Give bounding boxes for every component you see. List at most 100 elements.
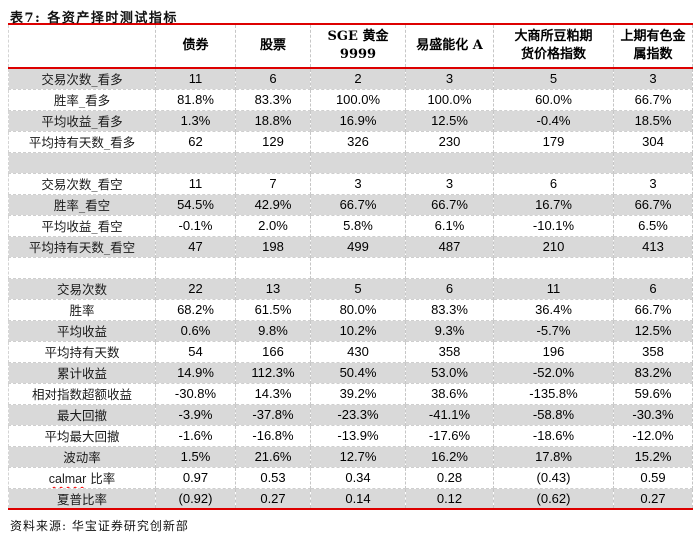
cell-value: 15.2%: [613, 446, 693, 468]
cell-value: 100.0%: [310, 89, 406, 111]
cell-value: 5: [310, 278, 406, 300]
row-label: 平均持有天数: [8, 341, 156, 363]
cell-value: -135.8%: [493, 383, 614, 405]
column-header-line: 上期有色金: [620, 29, 686, 44]
cell-value: 83.2%: [613, 362, 693, 384]
cell-value: 14.9%: [155, 362, 236, 384]
cell-value: 17.8%: [493, 446, 614, 468]
cell-value: 6: [493, 173, 614, 195]
cell-value: 6: [405, 278, 494, 300]
row-label: 相对指数超额收益: [8, 383, 156, 405]
cell-value: -52.0%: [493, 362, 614, 384]
column-header: 大商所豆粕期 货价格指数: [493, 24, 614, 68]
table-row: 胜率_看多 81.8% 83.3% 100.0% 100.0% 60.0% 66.7%: [8, 89, 693, 111]
cell-value: [235, 152, 311, 174]
cell-value: -30.8%: [155, 383, 236, 405]
table-row: 波动率 1.5% 21.6% 12.7% 16.2% 17.8% 15.2%: [8, 446, 693, 468]
row-label: 平均持有天数_看多: [8, 131, 156, 153]
cell-value: [613, 152, 693, 174]
table-row: calmar 比率 0.97 0.53 0.34 0.28 (0.43) 0.59: [8, 467, 693, 489]
cell-value: 36.4%: [493, 299, 614, 321]
cell-value: 100.0%: [405, 89, 494, 111]
cell-value: 42.9%: [235, 194, 311, 216]
cell-value: 9.3%: [405, 320, 494, 342]
cell-value: 358: [405, 341, 494, 363]
cell-value: 83.3%: [235, 89, 311, 111]
column-header-line: 大商所豆粕期: [514, 29, 593, 44]
cell-value: 12.5%: [405, 110, 494, 132]
table-row: 平均持有天数_看空 47 198 499 487 210 413: [8, 236, 693, 258]
row-label: [8, 152, 156, 174]
cell-value: 16.9%: [310, 110, 406, 132]
cell-value: -18.6%: [493, 425, 614, 447]
column-header-line: SGE 黄金: [327, 29, 389, 44]
cell-value: 21.6%: [235, 446, 311, 468]
cell-value: 22: [155, 278, 236, 300]
cell-value: 80.0%: [310, 299, 406, 321]
column-header-line: 货价格指数: [520, 47, 586, 62]
cell-value: 39.2%: [310, 383, 406, 405]
cell-value: 16.7%: [493, 194, 614, 216]
cell-value: 16.2%: [405, 446, 494, 468]
source-note: 资料来源: 华宝证券研究创新部: [10, 519, 189, 533]
cell-value: -41.1%: [405, 404, 494, 426]
cell-value: 13: [235, 278, 311, 300]
table-title: 表7: 各资产择时测试指标: [10, 11, 178, 26]
cell-value: 0.97: [155, 467, 236, 489]
cell-value: 0.14: [310, 488, 406, 509]
table-row: 平均最大回撤 -1.6% -16.8% -13.9% -17.6% -18.6% -12.0…: [8, 425, 693, 447]
cell-value: 413: [613, 236, 693, 258]
cell-value: 62: [155, 131, 236, 153]
cell-value: 210: [493, 236, 614, 258]
cell-value: -10.1%: [493, 215, 614, 237]
table-row: 交易次数_看空 11 7 3 3 6 3: [8, 173, 693, 195]
row-label: 波动率: [8, 446, 156, 468]
cell-value: 0.28: [405, 467, 494, 489]
cell-value: -0.4%: [493, 110, 614, 132]
cell-value: 304: [613, 131, 693, 153]
column-header: 上期有色金 属指数: [613, 24, 693, 68]
cell-value: 53.0%: [405, 362, 494, 384]
row-label: 胜率_看多: [8, 89, 156, 111]
cell-value: 0.34: [310, 467, 406, 489]
cell-value: 196: [493, 341, 614, 363]
cell-value: 54: [155, 341, 236, 363]
column-header-line: 属指数: [633, 47, 673, 62]
cell-value: 12.7%: [310, 446, 406, 468]
table-row: 相对指数超额收益 -30.8% 14.3% 39.2% 38.6% -135.8% 59.6…: [8, 383, 693, 405]
table-row: 夏普比率 (0.92) 0.27 0.14 0.12 (0.62) 0.27: [8, 488, 693, 509]
table-row: 平均持有天数_看多 62 129 326 230 179 304: [8, 131, 693, 153]
cell-value: 1.5%: [155, 446, 236, 468]
cell-value: 129: [235, 131, 311, 153]
cell-value: [493, 257, 614, 279]
spacer-row: [8, 257, 693, 279]
cell-value: 166: [235, 341, 311, 363]
cell-value: 0.59: [613, 467, 693, 489]
cell-value: -16.8%: [235, 425, 311, 447]
cell-value: -23.3%: [310, 404, 406, 426]
cell-value: [155, 152, 236, 174]
table-row: 平均收益_看多 1.3% 18.8% 16.9% 12.5% -0.4% 18.5%: [8, 110, 693, 132]
cell-value: 66.7%: [613, 194, 693, 216]
cell-value: 2.0%: [235, 215, 311, 237]
cell-value: 11: [493, 278, 614, 300]
cell-value: 47: [155, 236, 236, 258]
cell-value: 179: [493, 131, 614, 153]
column-header-line: 股票: [259, 38, 286, 53]
cell-value: 66.7%: [613, 89, 693, 111]
cell-value: [493, 152, 614, 174]
cell-value: 3: [310, 173, 406, 195]
row-label: calmar 比率: [8, 467, 156, 489]
cell-value: -0.1%: [155, 215, 236, 237]
cell-value: -17.6%: [405, 425, 494, 447]
cell-value: 68.2%: [155, 299, 236, 321]
cell-value: 18.8%: [235, 110, 311, 132]
cell-value: (0.62): [493, 488, 614, 509]
cell-value: [613, 257, 693, 279]
cell-value: -12.0%: [613, 425, 693, 447]
cell-value: -1.6%: [155, 425, 236, 447]
cell-value: 1.3%: [155, 110, 236, 132]
cell-value: 7: [235, 173, 311, 195]
cell-value: 3: [405, 68, 494, 90]
cell-value: 66.7%: [405, 194, 494, 216]
